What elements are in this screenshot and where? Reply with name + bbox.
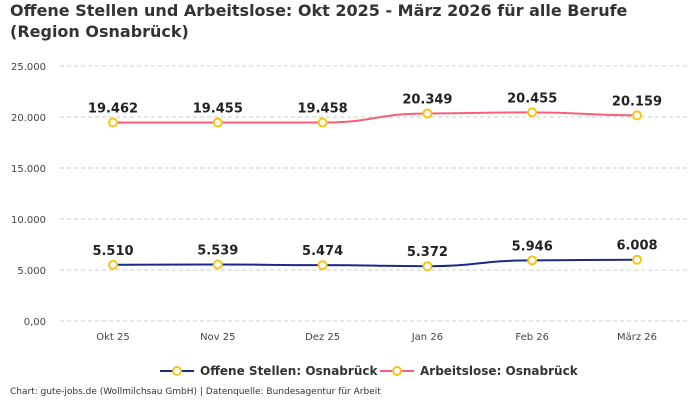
data-point (422, 108, 433, 119)
x-tick-label: Jan 26 (411, 332, 443, 343)
data-point (108, 259, 118, 270)
data-label: 5.539 (197, 244, 238, 259)
y-tick-label: 15.000 (11, 164, 46, 175)
data-label: 20.159 (612, 94, 662, 109)
data-label: 19.455 (193, 102, 243, 117)
data-label: 5.372 (407, 245, 448, 260)
data-point (212, 259, 223, 270)
y-tick-label: 20.000 (11, 113, 46, 124)
data-point (632, 110, 642, 121)
legend-label: Offene Stellen: Osnabrück (200, 364, 378, 378)
data-label: 19.458 (298, 102, 348, 117)
data-point (317, 260, 328, 271)
legend-marker (172, 366, 182, 376)
x-tick-label: Feb 26 (515, 332, 549, 343)
x-tick-label: März 26 (617, 332, 657, 343)
chart-source: Chart: gute-jobs.de (Wollmilchsau GmbH) … (10, 387, 381, 397)
data-point (527, 107, 538, 118)
data-label: 19.462 (88, 101, 138, 116)
legend-marker (392, 366, 402, 376)
data-label: 20.455 (507, 91, 557, 106)
y-tick-label: 10.000 (11, 215, 46, 226)
data-point (632, 254, 642, 265)
y-tick-label: 0,00 (24, 317, 46, 328)
x-tick-label: Dez 25 (305, 332, 340, 343)
data-point (527, 255, 538, 266)
y-tick-label: 25.000 (11, 62, 46, 73)
data-label: 5.946 (512, 239, 553, 254)
x-tick-label: Nov 25 (200, 332, 235, 343)
data-point (422, 261, 433, 272)
series-line (112, 258, 638, 268)
data-point (317, 117, 328, 128)
y-tick-label: 5.000 (17, 266, 46, 277)
data-label: 5.510 (92, 244, 133, 259)
data-point (212, 117, 223, 128)
series-line (112, 111, 638, 124)
data-label: 5.474 (302, 244, 343, 259)
data-label: 6.008 (616, 239, 657, 254)
data-label: 20.349 (402, 92, 452, 107)
legend-label: Arbeitslose: Osnabrück (420, 364, 579, 378)
chart-title: Offene Stellen und Arbeitslose: Okt 2025… (10, 1, 628, 41)
x-tick-label: Okt 25 (96, 332, 130, 343)
data-point (108, 117, 118, 128)
